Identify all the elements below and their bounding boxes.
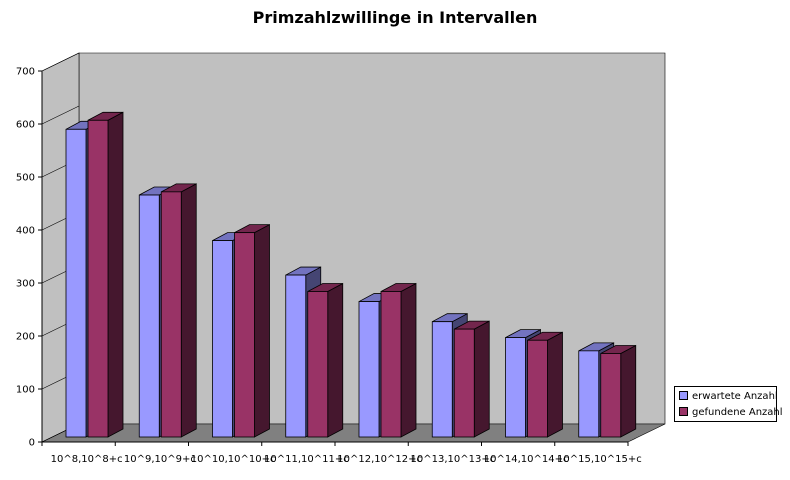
bar-side-face bbox=[180, 183, 197, 438]
y-tick-label: 600 bbox=[16, 120, 35, 131]
bar-front-face bbox=[87, 119, 109, 438]
x-tick-label: 10^15,10^15+c bbox=[557, 454, 642, 465]
bar-gefundene-4 bbox=[307, 282, 344, 438]
y-tick-label: 400 bbox=[16, 226, 35, 237]
bar-gefundene-5 bbox=[380, 282, 417, 438]
y-tick-depth-line bbox=[41, 105, 80, 125]
bar-side-face bbox=[107, 111, 124, 438]
x-tick-label: 10^8,10^8+c bbox=[51, 454, 123, 465]
legend-label-series-2: gefundene Anzahl bbox=[692, 407, 783, 418]
chart-title: Primzahlzwillinge in Intervallen bbox=[252, 8, 538, 27]
x-tick-label: 10^10,10^10+c bbox=[191, 454, 276, 465]
y-tick-label: 0 bbox=[29, 438, 35, 449]
bar-front-face bbox=[578, 350, 600, 438]
legend-swatch-series-1 bbox=[679, 390, 688, 400]
bar-front-face bbox=[453, 328, 475, 438]
bar-side-face bbox=[327, 282, 344, 438]
bar-gefundene-7 bbox=[527, 331, 563, 438]
legend-swatch-series-2 bbox=[679, 406, 688, 416]
y-tick-label: 300 bbox=[16, 279, 35, 290]
legend-item-series-1: erwartete Anzahl bbox=[679, 390, 778, 404]
bar-side-face bbox=[547, 331, 563, 438]
bar-side-face bbox=[254, 223, 270, 438]
bar-front-face bbox=[307, 291, 329, 438]
y-tick-label: 500 bbox=[16, 173, 35, 184]
y-tick-label: 700 bbox=[16, 67, 35, 78]
x-tick-label: 10^11,10^11+c bbox=[264, 454, 349, 465]
bar-front-face bbox=[138, 194, 160, 438]
bar-front-face bbox=[527, 339, 548, 438]
x-tick-label: 10^12,10^12+c bbox=[337, 454, 422, 465]
bar-front-face bbox=[160, 191, 182, 438]
bar-gefundene-3 bbox=[234, 223, 270, 438]
chart-floor bbox=[41, 423, 666, 443]
bar-gefundene-2 bbox=[160, 183, 197, 438]
bar-side-face bbox=[620, 344, 637, 438]
y-tick-depth-line bbox=[41, 52, 80, 72]
bar-front-face bbox=[65, 128, 87, 438]
y-tick-label: 100 bbox=[16, 385, 35, 396]
bar-front-face bbox=[600, 353, 622, 438]
bar-side-face bbox=[400, 282, 417, 438]
bar-gefundene-6 bbox=[453, 320, 490, 438]
chart-legend: erwartete Anzahl gefundene Anzahl bbox=[674, 386, 783, 422]
bar-gefundene-1 bbox=[87, 111, 124, 438]
x-tick-label: 10^14,10^14+c bbox=[484, 454, 569, 465]
bar-front-face bbox=[380, 291, 402, 438]
bar-front-face bbox=[505, 337, 526, 438]
y-tick-label: 200 bbox=[16, 332, 35, 343]
bar-gefundene-8 bbox=[600, 344, 637, 438]
x-tick-label: 10^13,10^13+c bbox=[411, 454, 496, 465]
x-tick-label: 10^9,10^9+c bbox=[124, 454, 196, 465]
bar-front-face bbox=[431, 321, 453, 438]
bar-side-face bbox=[473, 320, 490, 438]
bar-front-face bbox=[358, 301, 380, 438]
bar-front-face bbox=[212, 240, 233, 438]
legend-item-series-2: gefundene Anzahl bbox=[679, 406, 783, 420]
legend-label-series-1: erwartete Anzahl bbox=[692, 391, 778, 402]
bar-front-face bbox=[285, 274, 307, 438]
bar-front-face bbox=[234, 232, 255, 438]
